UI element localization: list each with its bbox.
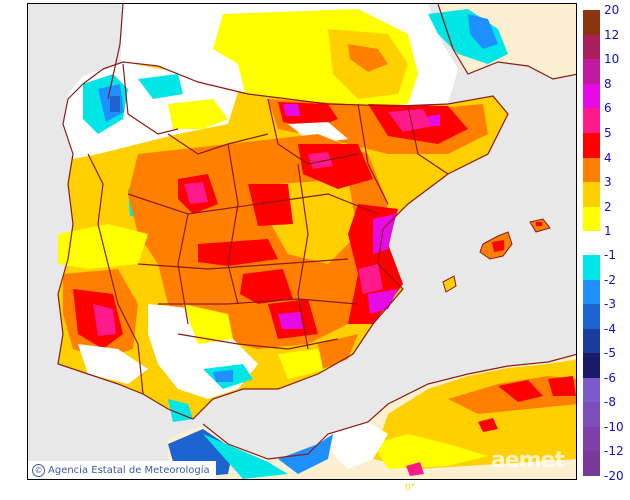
legend-swatch bbox=[583, 157, 600, 183]
legend-swatch bbox=[583, 108, 600, 133]
aemet-credit: © Agencia Estatal de Meteorología bbox=[28, 461, 216, 479]
legend-swatch bbox=[583, 402, 600, 427]
legend-item: -10 bbox=[583, 420, 630, 452]
map-canvas bbox=[57, 4, 576, 479]
legend-item: -6 bbox=[583, 371, 630, 403]
legend-label: -10 bbox=[604, 419, 624, 434]
legend-label: -8 bbox=[604, 395, 616, 409]
legend-label: 6 bbox=[604, 101, 612, 116]
legend-swatch bbox=[583, 328, 600, 354]
legend-label: 4 bbox=[604, 150, 612, 165]
anomaly-map[interactable]: © Agencia Estatal de Meteorología aemet bbox=[27, 3, 577, 480]
legend-item: 2 bbox=[583, 200, 630, 232]
legend-label: 1 bbox=[604, 224, 612, 239]
legend-label: 8 bbox=[604, 76, 612, 91]
legend-swatch bbox=[583, 83, 600, 109]
legend-label: 2 bbox=[604, 199, 612, 214]
legend-label: -1 bbox=[604, 248, 616, 262]
legend-item: -2 bbox=[583, 273, 630, 305]
longitude-label: 0° bbox=[405, 483, 416, 493]
legend-label: -4 bbox=[604, 321, 616, 336]
legend-item: -4 bbox=[583, 322, 630, 354]
legend-swatch bbox=[583, 426, 600, 452]
legend-label: 3 bbox=[604, 175, 612, 190]
legend-item: 8 bbox=[583, 77, 630, 109]
legend-item: 5 bbox=[583, 126, 630, 158]
legend-swatch bbox=[583, 10, 600, 35]
legend-swatch bbox=[583, 206, 600, 232]
province-borders bbox=[57, 4, 576, 460]
legend-label: -20 bbox=[604, 468, 624, 483]
credit-text: Agencia Estatal de Meteorología bbox=[48, 464, 210, 476]
legend-label: 5 bbox=[604, 126, 612, 140]
ibiza bbox=[442, 275, 457, 293]
legend-swatch bbox=[583, 59, 600, 84]
legend-item: 4 bbox=[583, 151, 630, 183]
legend-swatch bbox=[583, 133, 600, 158]
legend-swatch bbox=[583, 182, 600, 207]
legend-item: -3 bbox=[583, 297, 630, 329]
legend-item: -1 bbox=[583, 248, 630, 280]
legend-label: -6 bbox=[604, 370, 616, 385]
legend-swatch bbox=[583, 34, 600, 60]
legend-label: -5 bbox=[604, 346, 616, 360]
aemet-watermark: aemet bbox=[490, 448, 565, 473]
legend-label: 20 bbox=[604, 3, 620, 17]
legend-swatch bbox=[583, 377, 600, 403]
legend-swatch bbox=[583, 353, 600, 378]
legend-swatch bbox=[583, 304, 600, 329]
legend-item: 3 bbox=[583, 175, 630, 207]
legend-item: 20 bbox=[583, 3, 630, 35]
legend-item: -8 bbox=[583, 395, 630, 427]
legend-label: 10 bbox=[604, 52, 620, 67]
legend-swatch bbox=[583, 255, 600, 280]
legend-item: 10 bbox=[583, 52, 630, 84]
legend-item: -12 bbox=[583, 444, 630, 476]
legend-label: -12 bbox=[604, 444, 624, 458]
copyright-icon: © bbox=[32, 463, 45, 477]
legend-item: 6 bbox=[583, 101, 630, 133]
legend-item: -5 bbox=[583, 346, 630, 378]
legend-item: 12 bbox=[583, 28, 630, 60]
legend-label: 12 bbox=[604, 27, 620, 42]
legend-swatch bbox=[583, 279, 600, 305]
legend-label: -2 bbox=[604, 272, 616, 287]
legend-label: -3 bbox=[604, 297, 616, 311]
legend-swatch bbox=[583, 451, 600, 476]
